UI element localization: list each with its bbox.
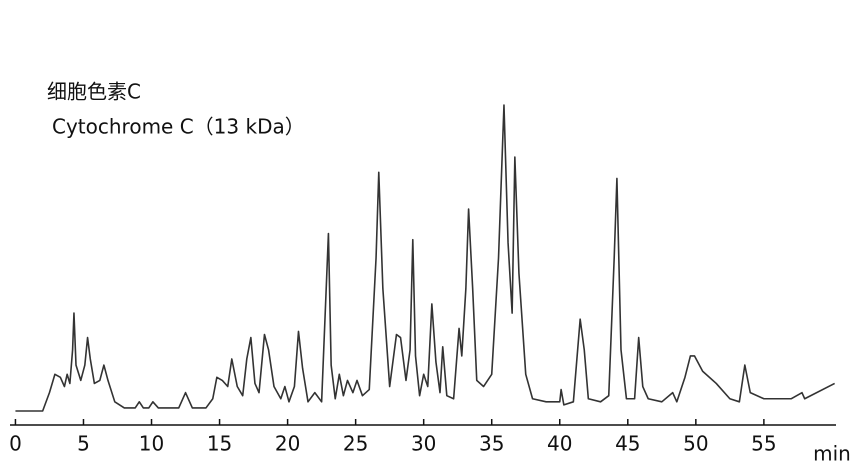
x-tick-label: 0 bbox=[9, 432, 22, 456]
x-tick-label: 20 bbox=[275, 432, 300, 456]
x-tick-label: 50 bbox=[683, 432, 708, 456]
x-tick-label: 10 bbox=[139, 432, 164, 456]
x-tick-label: 40 bbox=[547, 432, 572, 456]
x-tick-label: 15 bbox=[207, 432, 232, 456]
x-tick-label: 55 bbox=[751, 432, 776, 456]
x-axis-label: min bbox=[813, 442, 851, 466]
x-tick-label: 45 bbox=[615, 432, 640, 456]
x-tick-label: 30 bbox=[411, 432, 436, 456]
chart-title: 细胞色素C bbox=[47, 80, 141, 104]
x-tick-label: 5 bbox=[77, 432, 90, 456]
x-tick-label: 25 bbox=[343, 432, 368, 456]
chromatogram-line bbox=[15, 104, 836, 412]
chart-subtitle: Cytochrome C（13 kDa） bbox=[52, 115, 305, 139]
x-tick-label: 35 bbox=[479, 432, 504, 456]
